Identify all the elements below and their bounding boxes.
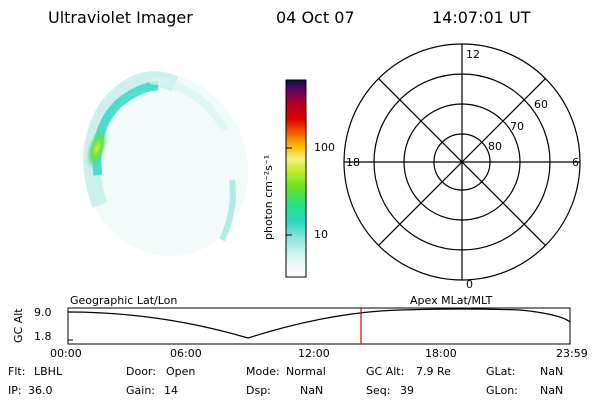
instrument-title: Ultraviolet Imager xyxy=(48,8,193,27)
timeline-ymax-label: 9.0 xyxy=(34,306,52,319)
timeline-xtick-2: 12:00 xyxy=(298,347,330,360)
colorbar-tick-10: 10 xyxy=(314,228,328,241)
gain-value: 14 xyxy=(164,384,178,397)
aurora-bright-spot xyxy=(86,126,108,170)
dsp-value: NaN xyxy=(300,384,324,397)
gcalt-label: GC Alt: xyxy=(366,365,405,378)
seq-value: 39 xyxy=(400,384,414,397)
glon-label: GLon: xyxy=(486,384,518,397)
timeline-right-title: Apex MLat/MLT xyxy=(410,294,493,307)
earth-disk xyxy=(81,73,249,257)
timeline-ymin-label: 1.8 xyxy=(34,330,52,343)
colorbar xyxy=(285,79,307,278)
polar-label-60: 60 xyxy=(534,98,548,111)
glat-label: GLat: xyxy=(486,365,516,378)
mode-value: Normal xyxy=(286,365,326,378)
timeline-altitude-curve xyxy=(67,308,571,339)
door-value: Open xyxy=(166,365,196,378)
timeline-xtick-0: 00:00 xyxy=(50,347,82,360)
colorbar-unit-label: photon cm⁻²s⁻¹ xyxy=(262,154,275,240)
timeline-ylabel: GC Alt xyxy=(12,308,25,343)
timeline-xtick-4: 23:59 xyxy=(556,347,588,360)
gain-label: Gain: xyxy=(126,384,155,397)
flt-value: LBHL xyxy=(34,365,63,378)
seq-label: Seq: xyxy=(366,384,391,397)
date-label: 04 Oct 07 xyxy=(276,8,355,27)
door-label: Door: xyxy=(126,365,156,378)
ip-label: IP: xyxy=(8,384,22,397)
colorbar-tick-100: 100 xyxy=(314,141,335,154)
aurora-top-arc xyxy=(149,76,229,132)
polar-label-right: 6 xyxy=(572,156,579,169)
gcalt-value: 7.9 Re xyxy=(416,365,451,378)
auroral-image xyxy=(81,71,249,257)
polar-grid xyxy=(343,43,581,281)
polar-label-top: 12 xyxy=(466,48,480,61)
time-label: 14:07:01 UT xyxy=(432,8,531,27)
mode-label: Mode: xyxy=(246,365,280,378)
timeline-box xyxy=(67,307,571,345)
ip-value: 36.0 xyxy=(28,384,53,397)
dsp-label: Dsp: xyxy=(246,384,271,397)
glon-value: NaN xyxy=(540,384,564,397)
flt-label: Flt: xyxy=(8,365,26,378)
timeline-xtick-1: 06:00 xyxy=(170,347,202,360)
glat-value: NaN xyxy=(540,365,564,378)
aurora-dayside-arc xyxy=(219,179,236,242)
polar-label-bottom: 0 xyxy=(466,278,473,291)
polar-label-70: 70 xyxy=(510,120,524,133)
polar-label-80: 80 xyxy=(488,140,502,153)
timeline-xtick-3: 18:00 xyxy=(425,347,457,360)
polar-label-left: 18 xyxy=(346,156,360,169)
timeline-left-title: Geographic Lat/Lon xyxy=(70,294,178,307)
